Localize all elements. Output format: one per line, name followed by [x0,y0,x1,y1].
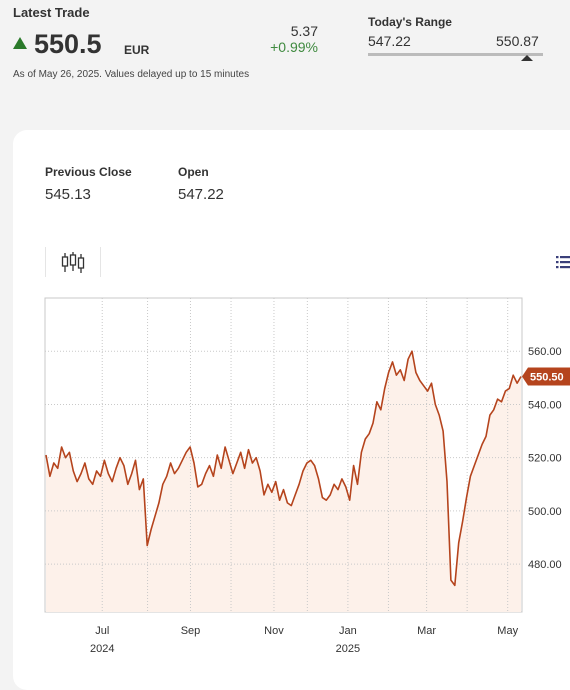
latest-price: 550.5 [34,29,102,59]
quote-header: Latest Trade 550.5 EUR 5.37 +0.99% As of… [0,0,570,130]
price-change: 5.37 [290,23,318,39]
currency-label: EUR [124,43,150,57]
x-tick-year-label: 2024 [90,643,114,655]
as-of-note: As of May 26, 2025. Values delayed up to… [13,69,250,80]
price-area-fill [46,351,521,612]
price-chart[interactable]: 560.00 540.00 520.00 500.00 480.00 Jul 2024 Sep… [0,0,570,665]
y-tick-label: 500.00 [528,506,562,518]
todays-range-label: Today's Range [368,15,452,29]
x-tick-year-label: 2025 [336,643,360,655]
x-tick-label: May [497,625,518,637]
list-menu-icon[interactable] [556,255,570,269]
range-marker-icon [521,55,534,61]
x-tick-label: Jul [95,625,109,637]
chart-type-button[interactable] [45,247,101,277]
candlestick-icon [61,252,85,273]
price-change-percent: +0.99% [270,39,318,55]
x-tick-label: Jan [339,625,357,637]
price-line [45,350,522,587]
previous-close-label: Previous Close [45,165,132,179]
open-value: 547.22 [178,186,224,203]
up-triangle-icon [13,37,27,49]
todays-range-high: 550.87 [496,33,539,49]
todays-range-bar [368,53,543,56]
y-tick-label: 480.00 [528,559,562,571]
todays-range-low: 547.22 [368,33,411,49]
previous-close-value: 545.13 [45,186,91,203]
last-price-tag [522,367,570,386]
y-tick-label: 560.00 [528,346,562,358]
y-tick-label: 540.00 [528,399,562,411]
x-tick-label: Nov [264,625,284,637]
open-label: Open [178,165,209,179]
y-tick-label: 520.00 [528,453,562,465]
x-tick-label: Mar [417,625,436,637]
x-tick-label: Sep [181,625,201,637]
last-price-label: 550.50 [530,372,564,384]
latest-trade-label: Latest Trade [13,5,90,20]
